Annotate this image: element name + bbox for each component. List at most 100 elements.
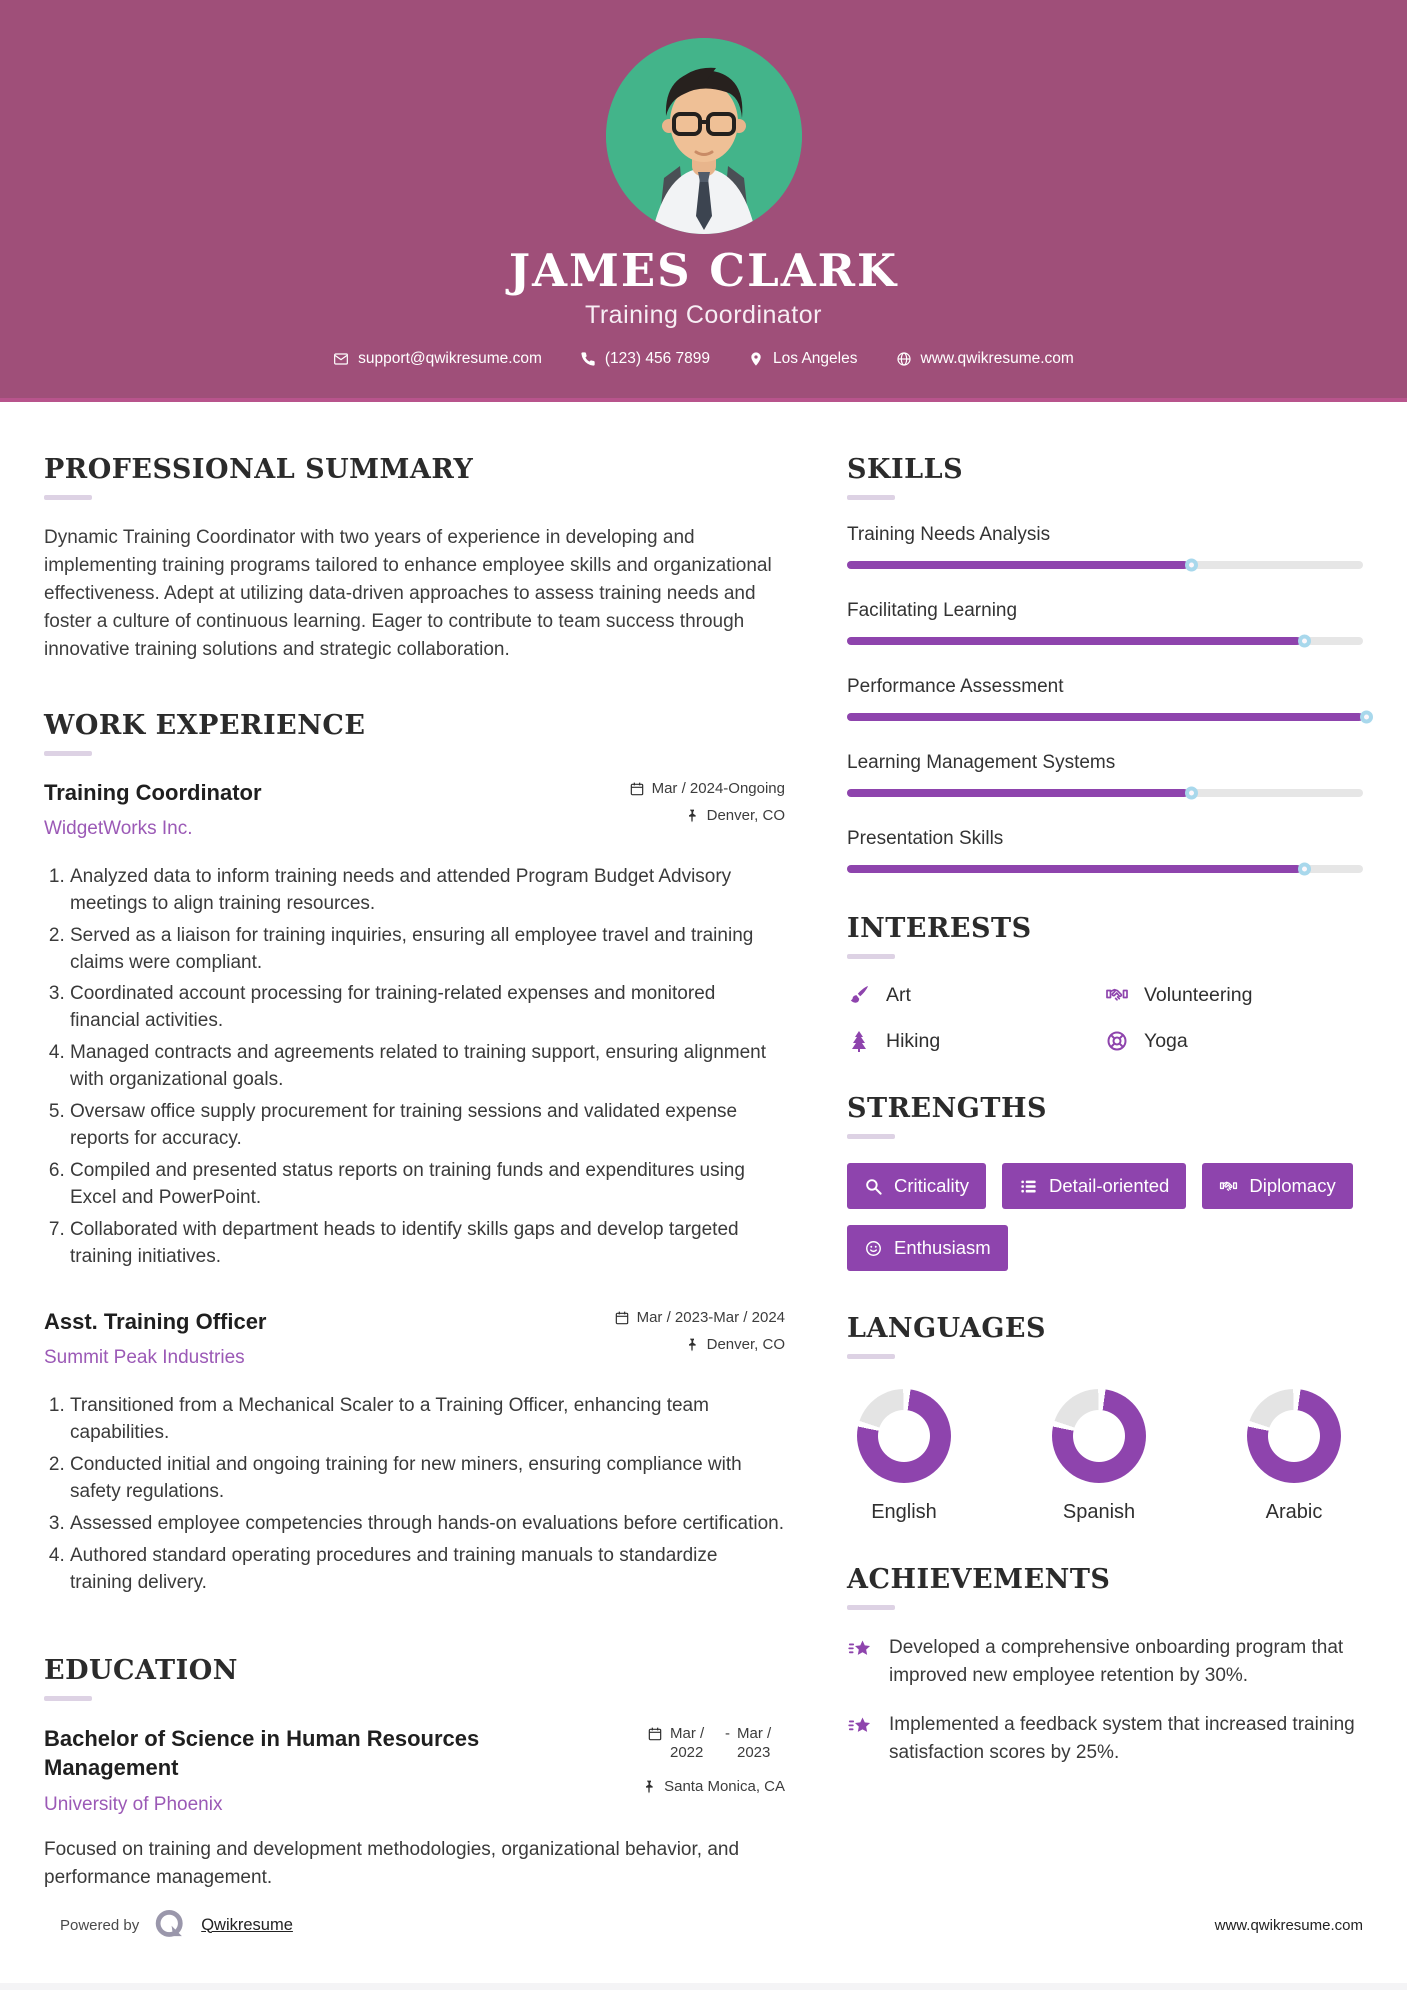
language-donut-chart — [1052, 1389, 1146, 1483]
paintbrush-icon — [850, 986, 868, 1003]
calendar-icon — [615, 1311, 628, 1325]
slider-thumb[interactable] — [1184, 558, 1198, 572]
slider-thumb[interactable] — [1184, 786, 1198, 800]
skill-row: Presentation Skills — [847, 828, 1363, 876]
phone-icon — [581, 352, 595, 366]
job-bullet: Conducted initial and ongoing training f… — [70, 1452, 785, 1506]
pushpin-icon — [688, 809, 696, 822]
skill-slider[interactable] — [847, 634, 1363, 648]
strengths-heading: STRENGTHS — [847, 1093, 1047, 1124]
heading-underline — [847, 1354, 895, 1359]
skill-slider[interactable] — [847, 558, 1363, 572]
section-interests: INTERESTS Art Volunteering Hiking — [847, 913, 1363, 1053]
strength-badge: Diplomacy — [1202, 1163, 1353, 1209]
strength-badge: Detail-oriented — [1002, 1163, 1187, 1209]
job-bullet: Oversaw office supply procurement for tr… — [70, 1099, 785, 1153]
job-location: Denver, CO — [706, 1336, 785, 1354]
interest-label: Yoga — [1144, 1029, 1188, 1052]
skill-slider[interactable] — [847, 710, 1373, 724]
slider-thumb[interactable] — [1360, 710, 1373, 724]
person-title: Training Coordinator — [585, 301, 822, 329]
job-location: Denver, CO — [706, 806, 785, 824]
strength-label: Enthusiasm — [894, 1237, 991, 1258]
achievement-text: Developed a comprehensive onboarding pro… — [889, 1637, 1344, 1686]
skill-label: Presentation Skills — [847, 828, 1004, 849]
job-meta: Mar / 2024-Ongoing Denver, CO — [629, 780, 785, 834]
pushpin-icon — [688, 1338, 696, 1352]
contact-phone[interactable]: (123) 456 7899 — [580, 350, 710, 368]
job-company-link[interactable]: Summit Peak Industries — [44, 1347, 245, 1369]
section-experience: WORK EXPERIENCE Training Coordinator Wid… — [44, 710, 785, 1597]
job-entry: Asst. Training Officer Summit Peak Indus… — [44, 1309, 785, 1597]
job-bullet: Authored standard operating procedures a… — [70, 1543, 785, 1597]
person-name: JAMES CLARK — [508, 244, 899, 297]
slider-thumb[interactable] — [1298, 634, 1312, 648]
achievement-text: Implemented a feedback system that incre… — [889, 1714, 1355, 1763]
left-column: PROFESSIONAL SUMMARY Dynamic Training Co… — [44, 454, 785, 1937]
education-date-start: Mar / 2022 — [670, 1724, 705, 1761]
qwikresume-logo-icon[interactable] — [151, 1906, 189, 1944]
job-bullet: Served as a liaison for training inquiri… — [70, 923, 785, 977]
language-item: English — [857, 1389, 951, 1524]
heading-underline — [44, 1695, 92, 1701]
calendar-icon — [648, 1727, 662, 1741]
section-summary: PROFESSIONAL SUMMARY Dynamic Training Co… — [44, 454, 785, 664]
language-item: Spanish — [1052, 1389, 1146, 1524]
language-donut-chart — [1247, 1389, 1341, 1483]
contact-website-text: www.qwikresume.com — [920, 350, 1074, 367]
language-label: Spanish — [1062, 1501, 1136, 1523]
job-bullet: Transitioned from a Mechanical Scaler to… — [70, 1393, 785, 1447]
experience-heading: WORK EXPERIENCE — [44, 709, 366, 741]
footer-website[interactable]: www.qwikresume.com — [1214, 1916, 1363, 1934]
skill-row: Facilitating Learning — [847, 600, 1363, 648]
interest-item: Volunteering — [1105, 983, 1363, 1007]
job-bullet: Coordinated account processing for train… — [70, 981, 785, 1035]
skill-slider[interactable] — [847, 786, 1363, 800]
skill-slider[interactable] — [847, 862, 1363, 876]
job-bullet: Analyzed data to inform training needs a… — [70, 864, 785, 918]
date-separator: - — [725, 1724, 730, 1742]
job-meta: Mar / 2023-Mar / 2024 Denver, CO — [614, 1309, 785, 1363]
interest-label: Volunteering — [1144, 983, 1253, 1006]
pine-tree-icon — [852, 1031, 866, 1052]
skill-label: Learning Management Systems — [847, 752, 1116, 773]
heading-underline — [847, 1134, 895, 1139]
strength-label: Diplomacy — [1249, 1175, 1336, 1196]
handshake-icon — [1220, 1181, 1238, 1191]
language-item: Arabic — [1247, 1389, 1341, 1524]
job-title: Training Coordinator — [44, 779, 262, 805]
job-bullet: Collaborated with department heads to id… — [70, 1217, 785, 1271]
pushpin-icon — [646, 1781, 653, 1794]
bottom-strip — [0, 1983, 1407, 1990]
achievement-item: Implemented a feedback system that incre… — [847, 1711, 1363, 1766]
qwikresume-link[interactable]: Qwikresume — [201, 1915, 293, 1934]
interest-label: Art — [886, 983, 911, 1006]
slider-thumb[interactable] — [1298, 862, 1312, 876]
contact-location: Los Angeles — [748, 350, 858, 368]
education-meta: Mar / 2022 - Mar / 2023 Santa Monica, CA — [641, 1725, 785, 1806]
strength-label: Detail-oriented — [1049, 1175, 1170, 1196]
calendar-icon — [630, 782, 643, 795]
contact-website[interactable]: www.qwikresume.com — [896, 350, 1074, 368]
globe-icon — [896, 352, 911, 366]
contact-email[interactable]: support@qwikresume.com — [333, 350, 542, 368]
education-heading: EDUCATION — [44, 1654, 238, 1686]
interest-item: Yoga — [1105, 1029, 1363, 1053]
strength-badge: Criticality — [847, 1163, 987, 1209]
education-date-end: Mar / 2023 — [737, 1724, 772, 1761]
portrait-illustration — [605, 38, 802, 234]
languages-heading: LANGUAGES — [847, 1313, 1046, 1344]
skill-row: Performance Assessment — [847, 676, 1373, 724]
summary-text: Dynamic Training Coordinator with two ye… — [44, 527, 772, 660]
school-link[interactable]: University of Phoenix — [44, 1794, 223, 1816]
job-entry: Training Coordinator WidgetWorks Inc. Ma… — [44, 780, 785, 1272]
heading-underline — [847, 1605, 895, 1610]
header: JAMES CLARK Training Coordinator support… — [0, 0, 1407, 402]
skill-row: Training Needs Analysis — [847, 524, 1363, 572]
achievement-item: Developed a comprehensive onboarding pro… — [847, 1634, 1363, 1689]
job-company-link[interactable]: WidgetWorks Inc. — [44, 817, 193, 839]
strength-badge: Enthusiasm — [847, 1225, 1008, 1271]
degree-title: Bachelor of Science in Human Resources M… — [44, 1725, 480, 1780]
map-pin-icon — [751, 352, 761, 366]
